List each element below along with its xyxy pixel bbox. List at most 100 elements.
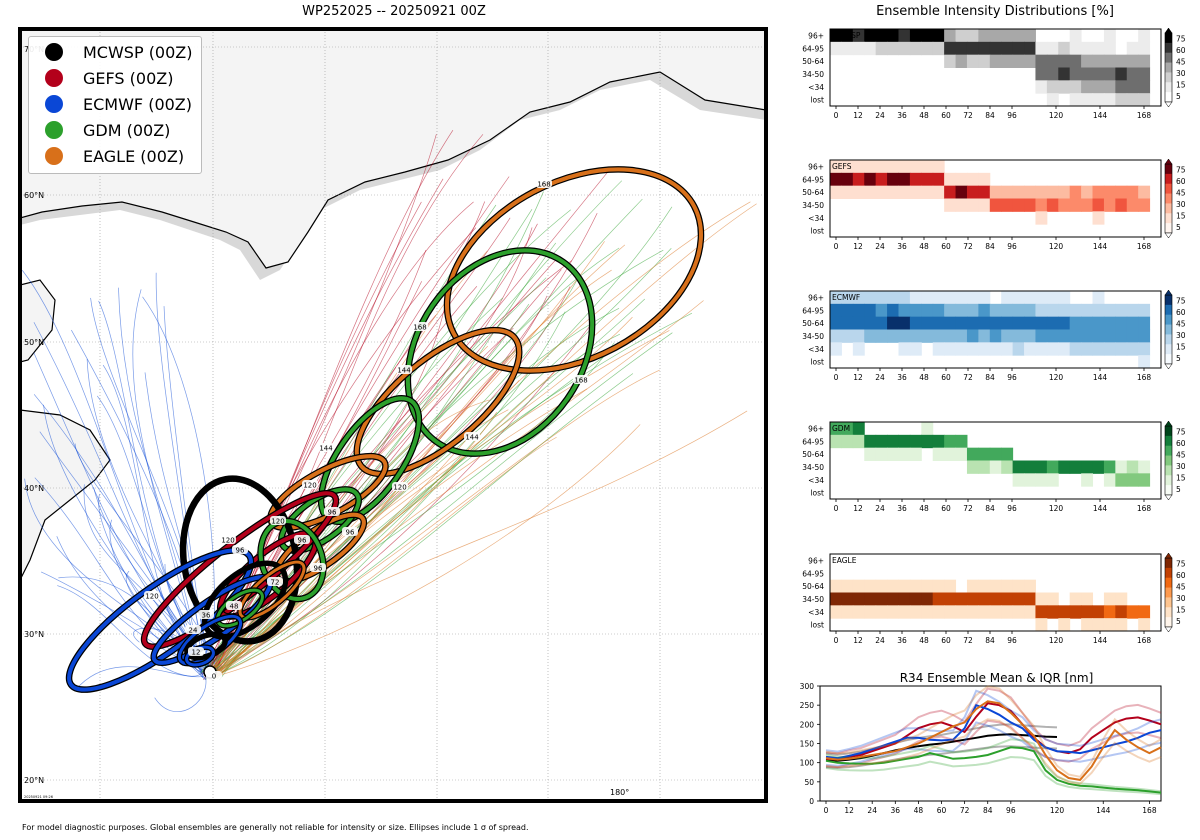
heatmap-cell xyxy=(852,29,865,43)
heatmap-cell xyxy=(1092,316,1105,330)
heatmap-x-tick: 84 xyxy=(985,111,995,120)
heatmap-cell xyxy=(898,605,911,619)
heatmap-cell xyxy=(1126,185,1139,199)
ellipse-hour-label: 96 xyxy=(324,507,340,517)
heatmap-y-label: 34-50 xyxy=(802,463,824,472)
heatmap-y-label: 64-95 xyxy=(802,175,824,184)
heatmap-cell xyxy=(841,605,854,619)
heatmap-cell xyxy=(1115,303,1128,318)
heatmap-cell xyxy=(1035,291,1048,305)
heatmap-cell xyxy=(1092,303,1105,318)
heatmap-frame xyxy=(829,421,1162,500)
heatmap-cell xyxy=(1092,54,1105,68)
heatmap-x-tick: 72 xyxy=(963,111,973,120)
colorbar-segment xyxy=(1165,617,1172,628)
heatmap-cell xyxy=(978,172,991,187)
heatmap-cell xyxy=(944,592,957,606)
heatmap-y-label: 34-50 xyxy=(802,70,824,79)
heatmap-cell xyxy=(909,29,922,43)
heatmap-cell xyxy=(921,422,934,436)
track-eagle xyxy=(215,269,612,671)
heatmap-model-label: EAGLE xyxy=(832,556,857,565)
r34-x-tick: 96 xyxy=(1006,806,1016,815)
heatmap-cell xyxy=(1081,80,1094,94)
heatmap-cell xyxy=(1138,618,1151,632)
ellipse-hour-label: 144 xyxy=(464,432,480,442)
heatmap-y-label: 50-64 xyxy=(802,57,824,66)
heatmap-x-tick: 0 xyxy=(834,242,839,251)
heatmap-cell xyxy=(1126,605,1139,619)
colorbar-segment xyxy=(1165,567,1172,579)
heatmap-cell xyxy=(841,434,854,449)
heatmap-cell xyxy=(989,579,1002,593)
heatmap-x-tick: 60 xyxy=(941,504,951,513)
heatmap-cell xyxy=(898,291,911,305)
heatmap-frame xyxy=(829,28,1162,107)
heatmap-cell xyxy=(1012,605,1025,619)
legend-label: MCWSP (00Z) xyxy=(83,42,193,62)
heatmap-cell xyxy=(909,605,922,619)
r34-x-tick: 0 xyxy=(824,806,829,815)
heatmap-x-tick: 72 xyxy=(963,373,973,382)
heatmap-cell xyxy=(921,303,934,318)
heatmap-cell xyxy=(1046,54,1059,68)
colorbar-segment xyxy=(1165,193,1172,204)
heatmap-cell xyxy=(887,434,899,449)
ellipse-hour-label: 120 xyxy=(392,482,408,492)
colorbar-segment xyxy=(1165,577,1172,588)
heatmap-x-tick: 36 xyxy=(897,504,907,513)
heatmap-cell xyxy=(864,329,877,343)
legend-marker xyxy=(45,69,63,87)
heatmap-cell xyxy=(978,579,991,593)
heatmap-cell xyxy=(1058,329,1071,343)
heatmap-cell xyxy=(852,422,865,436)
heatmap-cell xyxy=(1001,185,1014,199)
r34-y-tick: 0 xyxy=(809,797,814,806)
heatmap-cell xyxy=(1012,460,1025,474)
heatmap-cell xyxy=(944,342,957,356)
heatmap-cell xyxy=(841,185,854,199)
heatmap-x-tick: 120 xyxy=(1049,111,1064,120)
svg-text:0: 0 xyxy=(212,673,216,681)
heatmap-x-tick: 168 xyxy=(1137,242,1152,251)
colorbar-segment xyxy=(1165,52,1172,63)
heatmap-cell xyxy=(1081,618,1094,632)
heatmap-cell xyxy=(1024,291,1036,305)
ellipse-ecmwf xyxy=(67,548,253,692)
heatmap-y-label: lost xyxy=(810,358,824,367)
legend-label: GEFS (00Z) xyxy=(83,68,174,88)
heatmap-cell xyxy=(1035,303,1048,318)
heatmap-cell xyxy=(944,447,957,461)
heatmap-cell xyxy=(978,447,991,461)
heatmap-cell xyxy=(978,291,991,305)
colorbar-segment xyxy=(1165,304,1172,316)
heatmap-x-tick: 144 xyxy=(1093,111,1108,120)
colorbar-segment xyxy=(1165,33,1172,44)
track-eagle xyxy=(217,388,588,679)
colorbar-tick: 5 xyxy=(1176,485,1181,494)
heatmap-cell xyxy=(1115,67,1128,81)
heatmap-cell xyxy=(1103,460,1116,474)
r34-title: R34 Ensemble Mean & IQR [nm] xyxy=(900,671,1094,685)
colorbar-tick: 15 xyxy=(1176,80,1186,89)
colorbar-tick: 30 xyxy=(1176,331,1186,340)
heatmap-panel-gdm: GDM 96+ 64-95 50-64 34-50 <34 lost 0 12 24 36 48 60 7… xyxy=(802,420,1186,513)
heatmap-cell xyxy=(978,605,991,619)
heatmap-x-tick: 0 xyxy=(834,111,839,120)
lat-label: 40°N xyxy=(24,484,44,493)
heatmap-cell xyxy=(944,291,957,305)
heatmap-cell xyxy=(921,172,934,187)
colorbar-segment xyxy=(1165,173,1172,185)
r34-x-tick: 48 xyxy=(914,806,924,815)
heatmap-cell xyxy=(1012,291,1025,305)
heatmap-cell xyxy=(932,160,945,174)
heatmap-cell xyxy=(955,605,968,619)
heatmap-cell xyxy=(1046,303,1059,318)
heatmap-cell xyxy=(1081,329,1094,343)
ellipse-hour-label: 96 xyxy=(342,527,358,537)
colorbar-tick: 5 xyxy=(1176,354,1181,363)
heatmap-cell xyxy=(1012,342,1025,356)
colorbar-tick: 15 xyxy=(1176,473,1186,482)
heatmap-cell xyxy=(1103,316,1116,330)
heatmap-cell xyxy=(1115,342,1128,356)
